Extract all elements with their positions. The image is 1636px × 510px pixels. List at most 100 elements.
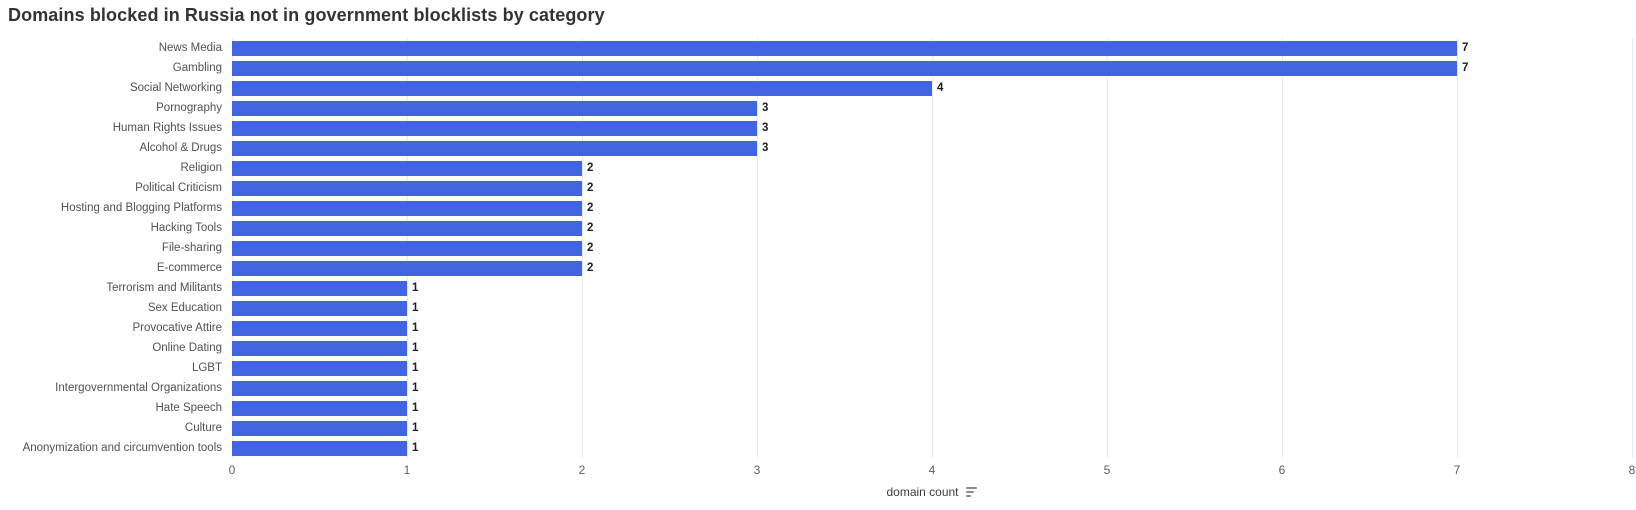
x-tick-label: 6 <box>1278 463 1286 477</box>
bar-track: 3 <box>232 100 1632 116</box>
value-label: 2 <box>587 221 594 234</box>
category-label: Hosting and Blogging Platforms <box>60 202 222 214</box>
bar <box>232 180 582 196</box>
gridline <box>1632 38 1633 458</box>
bar <box>232 240 582 256</box>
bar-track: 1 <box>232 360 1632 376</box>
value-label: 1 <box>412 361 419 374</box>
x-tick-label: 7 <box>1453 463 1461 477</box>
value-label: 7 <box>1462 61 1469 74</box>
gridline <box>932 38 933 458</box>
bar-row: Culture 1 <box>0 418 1636 438</box>
bar-row: Hate Speech 1 <box>0 398 1636 418</box>
category-label: Hate Speech <box>155 402 223 414</box>
bar <box>232 80 932 96</box>
bar-row: Anonymization and circumvention tools 1 <box>0 438 1636 458</box>
bar-row: Online Dating 1 <box>0 338 1636 358</box>
x-tick-label: 8 <box>1628 463 1636 477</box>
bar-track: 1 <box>232 320 1632 336</box>
bar-track: 2 <box>232 160 1632 176</box>
bar-row: Alcohol & Drugs 3 <box>0 138 1636 158</box>
category-label: Human Rights Issues <box>112 122 222 134</box>
sort-descending-icon[interactable] <box>965 486 978 498</box>
category-label: Culture <box>184 422 222 434</box>
value-label: 1 <box>412 281 419 294</box>
bar-track: 1 <box>232 440 1632 456</box>
bar-row: Social Networking 4 <box>0 78 1636 98</box>
bar-track: 7 <box>232 40 1632 56</box>
category-label: Intergovernmental Organizations <box>55 382 222 394</box>
x-axis-label: domain count <box>886 485 959 499</box>
bar <box>232 260 582 276</box>
gridline <box>757 38 758 458</box>
bar-row: Political Criticism 2 <box>0 178 1636 198</box>
x-tick-label: 3 <box>753 463 761 477</box>
bar <box>232 160 582 176</box>
category-label: Provocative Attire <box>132 322 222 334</box>
bar <box>232 420 407 436</box>
bar <box>232 60 1457 76</box>
bar-row: Human Rights Issues 3 <box>0 118 1636 138</box>
bar-track: 1 <box>232 300 1632 316</box>
value-label: 1 <box>412 341 419 354</box>
plot-area: News Media 7 Gambling 7 Social Networking 4 Po… <box>23 38 1633 458</box>
bar-rows: News Media 7 Gambling 7 Social Networking 4 Po… <box>0 38 1636 458</box>
gridline <box>582 38 583 458</box>
value-label: 3 <box>762 121 769 134</box>
value-label: 4 <box>937 81 944 94</box>
bar <box>232 360 407 376</box>
value-label: 1 <box>412 401 419 414</box>
bar <box>232 140 757 156</box>
bar-track: 2 <box>232 180 1632 196</box>
bar-row: Hacking Tools 2 <box>0 218 1636 238</box>
value-label: 2 <box>587 161 594 174</box>
bar-track: 4 <box>232 80 1632 96</box>
value-label: 3 <box>762 141 769 154</box>
x-tick-label: 4 <box>928 463 936 477</box>
x-tick-label: 0 <box>228 463 236 477</box>
bar-track: 2 <box>232 240 1632 256</box>
value-label: 7 <box>1462 41 1469 54</box>
bar-row: Gambling 7 <box>0 58 1636 78</box>
bar-row: Pornography 3 <box>0 98 1636 118</box>
category-label: File-sharing <box>161 242 222 254</box>
bar <box>232 440 407 456</box>
category-label: Pornography <box>156 102 222 114</box>
bar <box>232 320 407 336</box>
bar-row: E-commerce 2 <box>0 258 1636 278</box>
bar <box>232 220 582 236</box>
value-label: 2 <box>587 261 594 274</box>
bar-track: 2 <box>232 220 1632 236</box>
bar <box>232 380 407 396</box>
bar-track: 7 <box>232 60 1632 76</box>
gridline <box>1282 38 1283 458</box>
category-label: LGBT <box>191 362 222 374</box>
bar-row: Sex Education 1 <box>0 298 1636 318</box>
bar-track: 3 <box>232 140 1632 156</box>
bar-track: 1 <box>232 420 1632 436</box>
category-label: Sex Education <box>147 302 222 314</box>
x-tick-label: 2 <box>578 463 586 477</box>
bar-track: 1 <box>232 340 1632 356</box>
category-label: E-commerce <box>156 262 222 274</box>
bar-track: 1 <box>232 400 1632 416</box>
bar-row: Hosting and Blogging Platforms 2 <box>0 198 1636 218</box>
chart-title: Domains blocked in Russia not in governm… <box>8 5 605 25</box>
category-label: Hacking Tools <box>150 222 222 234</box>
bar <box>232 120 757 136</box>
bar <box>232 300 407 316</box>
category-label: Anonymization and circumvention tools <box>22 442 222 454</box>
category-label: News Media <box>158 42 222 54</box>
value-label: 1 <box>412 301 419 314</box>
bar <box>232 280 407 296</box>
bar-row: LGBT 1 <box>0 358 1636 378</box>
x-tick-label: 1 <box>403 463 411 477</box>
x-axis: 0 1 2 3 4 5 6 7 8 <box>228 462 1636 478</box>
category-label: Political Criticism <box>135 182 222 194</box>
category-label: Social Networking <box>129 82 222 94</box>
bar-track: 1 <box>232 280 1632 296</box>
value-label: 1 <box>412 321 419 334</box>
category-label: Religion <box>180 162 222 174</box>
bar <box>232 200 582 216</box>
